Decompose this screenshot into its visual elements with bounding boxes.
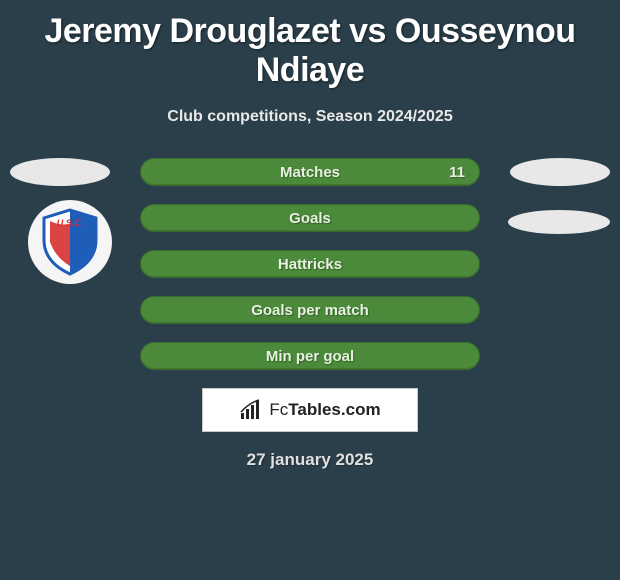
right-team-oval-1 xyxy=(510,158,610,186)
stats-area: U.S.C. Matches 11 Goals Hattricks Goals … xyxy=(0,158,620,370)
date-label: 27 january 2025 xyxy=(0,450,620,470)
stat-pill-matches: Matches 11 xyxy=(140,158,480,186)
stat-label: Goals xyxy=(289,210,331,227)
stat-label: Min per goal xyxy=(266,348,354,365)
brand-box: FcTables.com xyxy=(202,388,418,432)
club-badge: U.S.C. xyxy=(28,200,112,284)
stat-label: Hattricks xyxy=(278,256,342,273)
stat-row: Min per goal xyxy=(10,342,610,370)
stat-pill-gpm: Goals per match xyxy=(140,296,480,324)
brand-prefix: Fc xyxy=(269,400,288,419)
svg-text:U.S.C.: U.S.C. xyxy=(57,218,84,228)
stat-pill-hattricks: Hattricks xyxy=(140,250,480,278)
right-team-oval-2 xyxy=(508,210,610,234)
left-team-oval xyxy=(10,158,110,186)
subtitle: Club competitions, Season 2024/2025 xyxy=(0,108,620,126)
brand-suffix: Tables.com xyxy=(288,400,380,419)
page-title: Jeremy Drouglazet vs Ousseynou Ndiaye xyxy=(0,0,620,90)
stat-row: Goals per match xyxy=(10,296,610,324)
stat-value: 11 xyxy=(449,164,465,181)
stat-label: Matches xyxy=(280,164,340,181)
bars-icon xyxy=(239,399,265,421)
brand-text: FcTables.com xyxy=(269,400,380,420)
stat-pill-goals: Goals xyxy=(140,204,480,232)
stat-label: Goals per match xyxy=(251,302,369,319)
stat-pill-mpg: Min per goal xyxy=(140,342,480,370)
shield-icon: U.S.C. xyxy=(34,206,106,278)
